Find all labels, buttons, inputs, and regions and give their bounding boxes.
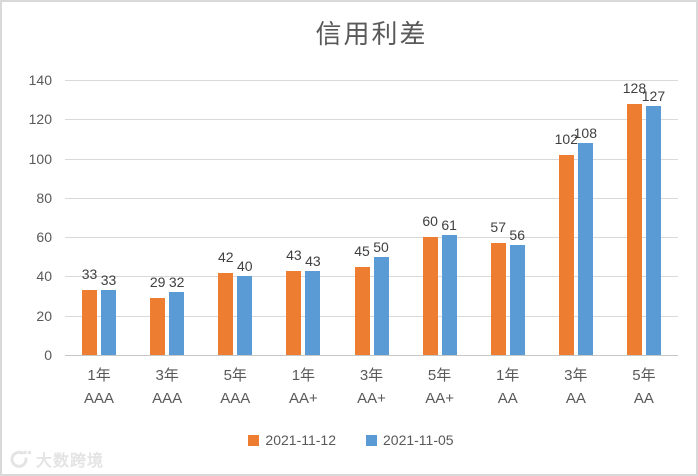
bar <box>237 276 253 355</box>
y-axis-tick-label: 60 <box>36 229 52 246</box>
bar-value-label: 50 <box>373 238 389 255</box>
bar <box>558 154 574 355</box>
category-rating-label: AA <box>633 390 654 407</box>
legend-label: 2021-11-05 <box>383 432 454 448</box>
category-term-label: 1年 <box>87 367 111 384</box>
bar-value-label: 32 <box>168 274 185 291</box>
bar-value-label: 33 <box>81 266 98 283</box>
bar-value-label: 33 <box>100 272 117 289</box>
x-axis-category-label: 5年 AA <box>610 364 678 410</box>
y-axis-tick-label: 120 <box>28 111 52 128</box>
bar-value-label: 29 <box>149 274 166 291</box>
category-rating-label: AA+ <box>357 390 386 407</box>
bar <box>509 245 525 355</box>
category-rating-label: AA <box>497 390 518 407</box>
bar <box>305 270 321 355</box>
bar-value-label: 40 <box>236 258 253 275</box>
watermark-logo-icon <box>10 450 32 468</box>
x-axis-line <box>65 355 678 356</box>
x-axis-category-label: 3年 AA+ <box>337 364 405 410</box>
bar-value-label: 61 <box>441 217 457 234</box>
category-rating-label: AAA <box>84 390 115 407</box>
bar-value-label: 43 <box>305 252 321 269</box>
category-term-label: 5年 <box>223 367 247 384</box>
category-rating-label: AA <box>565 390 586 407</box>
gridline <box>65 237 678 239</box>
bar <box>354 266 370 355</box>
y-axis-tick-label: 140 <box>28 72 52 88</box>
gridline <box>65 119 678 121</box>
bar <box>645 105 661 355</box>
category-term-label: 1年 <box>291 367 316 384</box>
x-axis-category-label: 1年 AA <box>474 364 542 410</box>
x-axis-category-label: 5年 AAA <box>201 364 269 410</box>
category-term-label: 3年 <box>564 367 588 384</box>
bar <box>286 270 302 355</box>
legend-item: 2021-11-05 <box>366 432 454 448</box>
x-axis-category-label: 3年 AA <box>542 364 610 410</box>
bar <box>82 290 98 355</box>
x-axis-category-label: 3年 AAA <box>133 364 201 410</box>
y-axis-tick-label: 80 <box>36 189 52 206</box>
bar <box>441 235 457 355</box>
x-axis-category-label: 1年 AAA <box>65 364 133 410</box>
category-rating-label: AAA <box>152 390 183 407</box>
gridline <box>65 158 678 160</box>
bar <box>101 290 117 355</box>
bar-value-label: 108 <box>573 124 598 141</box>
chart-title: 信用利差 <box>315 20 428 50</box>
bar-value-label: 60 <box>422 213 438 230</box>
gridline <box>65 315 678 317</box>
y-axis-tick-label: 100 <box>28 150 52 167</box>
bar <box>169 292 185 355</box>
bar <box>218 272 234 355</box>
y-axis-tick-label: 40 <box>36 268 52 285</box>
bar <box>490 243 506 355</box>
category-term-label: 5年 <box>427 367 452 384</box>
legend-swatch-icon <box>366 434 377 446</box>
category-rating-label: AA+ <box>425 390 454 407</box>
bar <box>626 103 642 355</box>
bar <box>577 142 593 355</box>
bar <box>373 256 389 355</box>
category-term-label: 3年 <box>359 367 384 384</box>
watermark-text: 大数跨境 <box>36 453 105 470</box>
gridline <box>65 80 678 81</box>
bar-value-label: 102 <box>554 130 579 147</box>
bar-value-label: 43 <box>286 246 302 263</box>
y-axis-tick-label: 0 <box>44 347 52 363</box>
category-term-label: 3年 <box>155 367 179 384</box>
bar-value-label: 56 <box>509 227 526 243</box>
legend-label: 2021-11-12 <box>265 432 336 448</box>
legend-item: 2021-11-12 <box>248 432 336 448</box>
category-rating-label: AAA <box>220 390 251 407</box>
bar-value-label: 45 <box>354 242 370 259</box>
bar-value-label: 127 <box>641 87 666 104</box>
bar <box>150 298 166 355</box>
bar <box>422 237 438 355</box>
bar-value-label: 42 <box>217 248 234 265</box>
category-term-label: 1年 <box>496 367 520 384</box>
x-axis-category-label: 5年 AA+ <box>406 364 474 410</box>
gridline <box>65 197 678 199</box>
gridline <box>65 276 678 278</box>
x-axis-category-label: 1年 AA+ <box>269 364 337 410</box>
watermark: 大数跨境 <box>10 447 104 471</box>
chart-legend: 2021-11-12 2021-11-05 <box>2 432 696 448</box>
category-rating-label: AA+ <box>288 390 318 407</box>
category-term-label: 5年 <box>632 367 656 384</box>
bar-value-label: 57 <box>490 219 507 236</box>
y-axis-tick-label: 20 <box>36 307 52 324</box>
legend-swatch-icon <box>248 434 260 446</box>
bar-value-label: 128 <box>622 79 647 96</box>
